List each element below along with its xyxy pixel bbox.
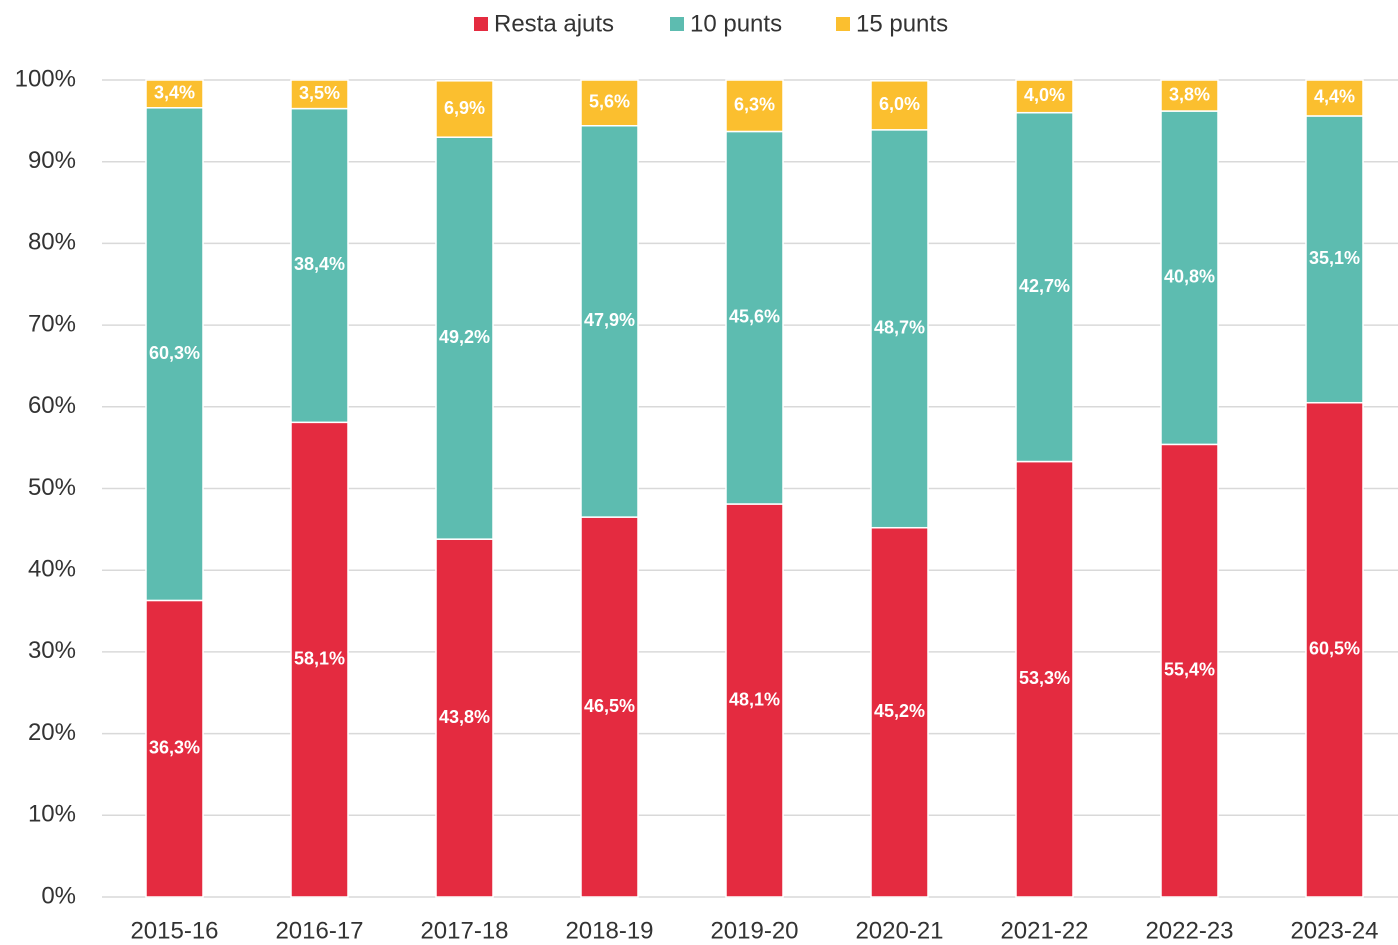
data-label: 3,4% xyxy=(154,83,195,103)
bar-segment xyxy=(435,136,494,540)
y-tick-label: 90% xyxy=(28,147,76,174)
bar-segment xyxy=(580,125,639,518)
data-label: 48,7% xyxy=(874,318,925,338)
y-tick-label: 50% xyxy=(28,474,76,501)
bar-segment xyxy=(870,80,929,131)
bar-segment xyxy=(145,79,204,109)
x-tick-label: 2017-18 xyxy=(420,917,508,944)
x-tick-label: 2019-20 xyxy=(710,917,798,944)
legend-label: 15 punts xyxy=(856,10,948,37)
data-label: 6,3% xyxy=(734,94,775,114)
data-label: 40,8% xyxy=(1164,266,1215,286)
y-tick-label: 30% xyxy=(28,637,76,664)
y-tick-label: 100% xyxy=(15,65,76,92)
bar-segment xyxy=(1305,79,1364,117)
bar-segment xyxy=(725,79,784,133)
bar-segment xyxy=(1160,79,1219,112)
y-tick-label: 0% xyxy=(41,882,76,909)
x-tick-label: 2018-19 xyxy=(565,917,653,944)
data-label: 49,2% xyxy=(439,327,490,347)
data-label: 48,1% xyxy=(729,689,780,709)
data-label: 42,7% xyxy=(1019,276,1070,296)
legend-label: 10 punts xyxy=(690,10,782,37)
bar-segment xyxy=(1015,79,1074,114)
data-label: 53,3% xyxy=(1019,668,1070,688)
bar-segment xyxy=(290,79,349,110)
data-label: 60,5% xyxy=(1309,639,1360,659)
legend-label: Resta ajuts xyxy=(494,10,614,37)
bar-segment xyxy=(1160,110,1219,446)
data-label: 47,9% xyxy=(584,310,635,330)
legend-swatch xyxy=(474,17,488,31)
bar-segment xyxy=(290,107,349,424)
bar-segment xyxy=(145,599,204,898)
bar-segment xyxy=(435,80,494,138)
legend-swatch xyxy=(670,17,684,31)
data-label: 45,2% xyxy=(874,701,925,721)
data-label: 38,4% xyxy=(294,254,345,274)
data-label: 45,6% xyxy=(729,306,780,326)
x-tick-label: 2023-24 xyxy=(1290,917,1378,944)
x-tick-label: 2022-23 xyxy=(1145,917,1233,944)
data-label: 43,8% xyxy=(439,707,490,727)
x-tick-label: 2015-16 xyxy=(130,917,218,944)
y-tick-label: 20% xyxy=(28,719,76,746)
y-tick-label: 40% xyxy=(28,556,76,583)
data-label: 46,5% xyxy=(584,696,635,716)
data-label: 60,3% xyxy=(149,343,200,363)
data-label: 3,8% xyxy=(1169,84,1210,104)
x-tick-label: 2021-22 xyxy=(1000,917,1088,944)
data-label: 4,4% xyxy=(1314,87,1355,107)
bar-segment xyxy=(1160,443,1219,898)
data-label: 5,6% xyxy=(589,92,630,112)
bar-segment xyxy=(580,79,639,127)
data-label: 6,9% xyxy=(444,98,485,118)
legend-swatch xyxy=(836,17,850,31)
data-label: 35,1% xyxy=(1309,248,1360,268)
bar-segment xyxy=(1015,460,1074,898)
data-label: 55,4% xyxy=(1164,659,1215,679)
x-tick-label: 2020-21 xyxy=(855,917,943,944)
x-tick-label: 2016-17 xyxy=(275,917,363,944)
data-label: 58,1% xyxy=(294,648,345,668)
bar-segment xyxy=(1015,111,1074,463)
data-label: 36,3% xyxy=(149,737,200,757)
y-tick-label: 10% xyxy=(28,801,76,828)
data-label: 6,0% xyxy=(879,94,920,114)
bar-segment xyxy=(580,516,639,898)
y-tick-label: 60% xyxy=(28,392,76,419)
data-label: 3,5% xyxy=(299,83,340,103)
bar-segment xyxy=(725,503,784,898)
y-tick-label: 70% xyxy=(28,310,76,337)
bar-segment xyxy=(290,421,349,898)
bar-segment xyxy=(1305,401,1364,898)
bar-segment xyxy=(870,526,929,898)
bar-segment xyxy=(145,107,204,602)
y-tick-label: 80% xyxy=(28,229,76,256)
data-label: 4,0% xyxy=(1024,85,1065,105)
